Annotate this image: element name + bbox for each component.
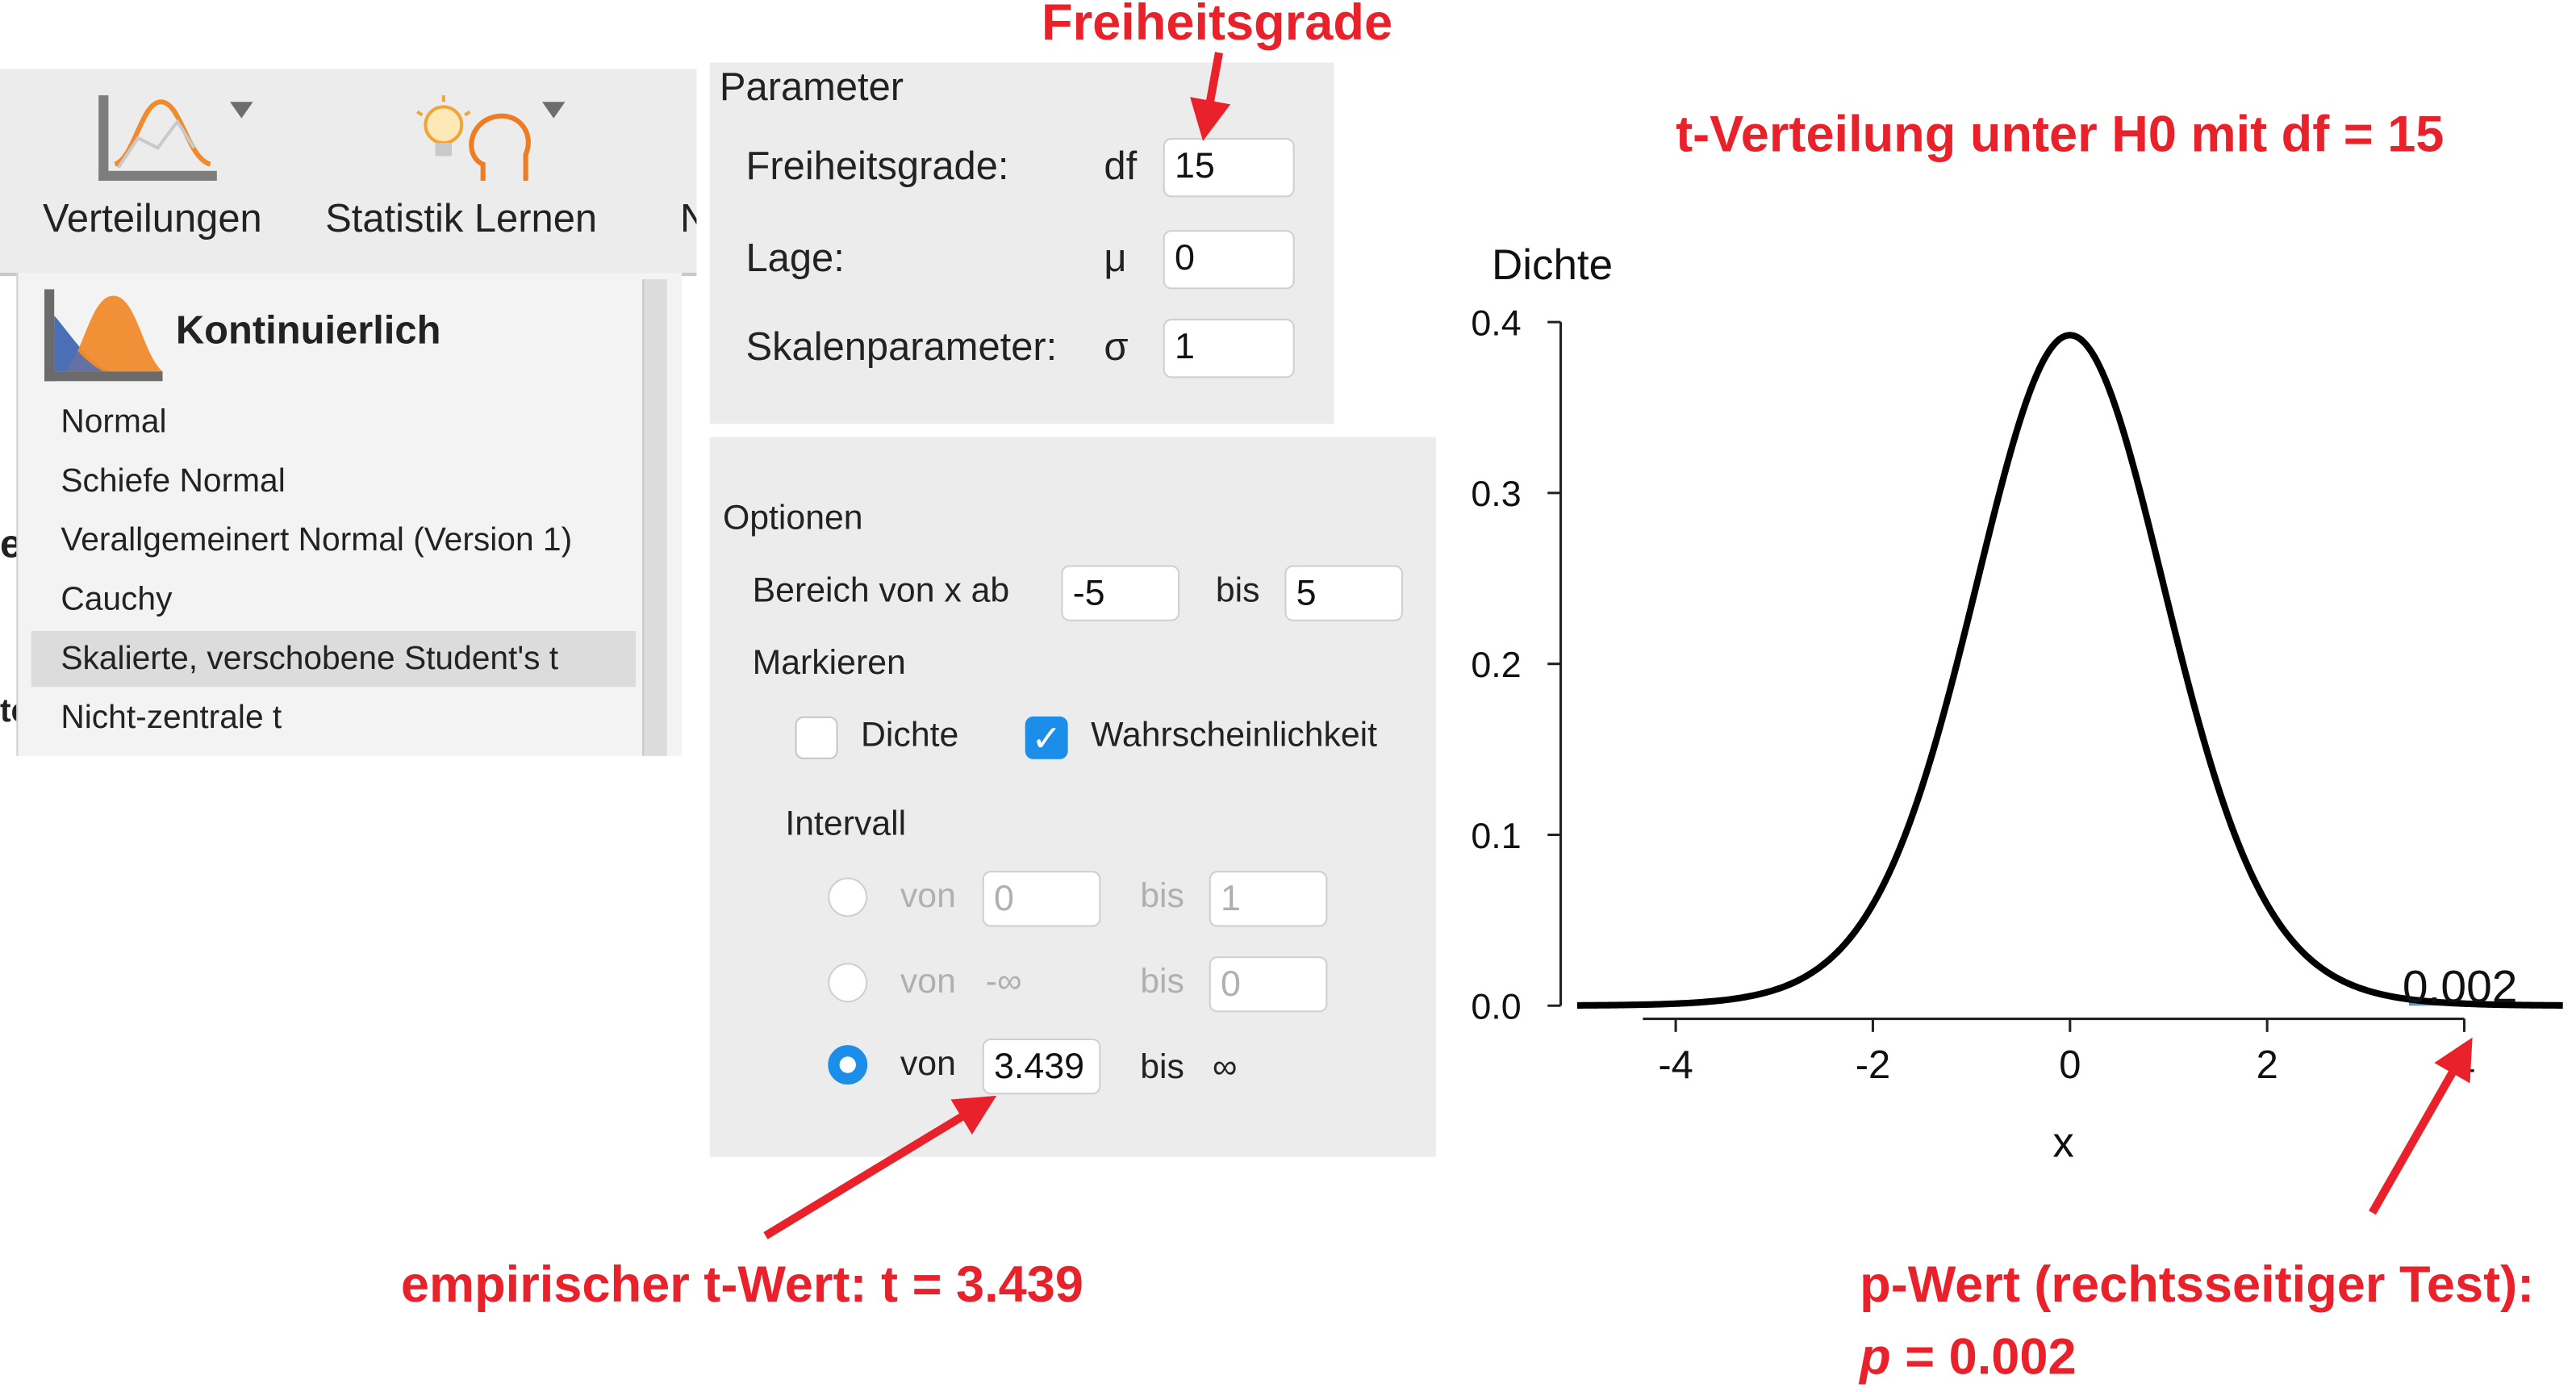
- parameter-title: Parameter: [719, 65, 904, 111]
- interval-from-label: von: [900, 1045, 956, 1083]
- interval-to-value: ∞: [1212, 1048, 1238, 1087]
- interval-from-label: von: [900, 877, 956, 916]
- location-input[interactable]: 0: [1163, 230, 1295, 290]
- y-tick-label: 0.2: [1471, 645, 1521, 685]
- tab-statistik-lernen[interactable]: Statistik Lernen: [312, 69, 641, 274]
- interval-to-label: bis: [1140, 1048, 1184, 1087]
- scale-input[interactable]: 1: [1163, 319, 1295, 378]
- p-letter: p: [1860, 1327, 1891, 1386]
- options-title: Optionen: [722, 500, 863, 537]
- interval-from-input[interactable]: 0: [982, 871, 1101, 927]
- tab-label: Statistik Lernen: [325, 197, 598, 242]
- y-tick-label: 0.0: [1471, 987, 1521, 1027]
- x-tick-label: 0: [2059, 1043, 2081, 1087]
- menu-header: Kontinuierlich: [175, 308, 441, 353]
- p-value-text: = 0.002: [1890, 1327, 2077, 1386]
- interval-to-label: bis: [1140, 877, 1184, 916]
- param-label-lage: Lage:: [745, 236, 845, 282]
- param-symbol-df: df: [1104, 144, 1138, 190]
- menu-item-cauchy[interactable]: Cauchy: [61, 581, 173, 618]
- menu-scrollbar[interactable]: [642, 279, 667, 756]
- annotation-df: Freiheitsgrade: [1042, 0, 1393, 52]
- x-tick-label: -4: [1658, 1043, 1693, 1087]
- range-label: Bereich von x ab: [752, 571, 1010, 610]
- param-symbol-sigma: σ: [1104, 325, 1129, 370]
- distribution-chart-icon: [98, 95, 217, 181]
- annotation-chart-title: t-Verteilung unter H0 mit df = 15: [1676, 105, 2444, 163]
- x-axis-label: x: [2052, 1119, 2073, 1167]
- chevron-down-icon[interactable]: [230, 102, 253, 119]
- mark-label: Markieren: [752, 644, 906, 683]
- parameter-panel: Parameter Freiheitsgrade: df 15 Lage: μ …: [709, 62, 1334, 424]
- background-text-fragment: te: [0, 693, 16, 730]
- param-label-df: Freiheitsgrade:: [745, 144, 1009, 190]
- df-input[interactable]: 15: [1163, 138, 1295, 198]
- annotation-p-value-line2: p = 0.002: [1860, 1327, 2076, 1386]
- interval-to-input[interactable]: 0: [1209, 956, 1328, 1013]
- interval-radio-2[interactable]: [828, 963, 868, 1003]
- density-label: Dichte: [861, 716, 959, 755]
- x-tick-label: 2: [2257, 1043, 2278, 1087]
- options-panel: Optionen Bereich von x ab -5 bis 5 Marki…: [709, 437, 1436, 1157]
- interval-from-value: -∞: [985, 963, 1022, 1001]
- x-tick-label: -2: [1856, 1043, 1890, 1087]
- menu-item-schiefe-normal[interactable]: Schiefe Normal: [61, 463, 286, 500]
- arrow-to-tail-area: [2369, 1037, 2473, 1215]
- param-label-scale: Skalenparameter:: [745, 325, 1058, 370]
- tab-label: Verteilungen: [42, 197, 262, 242]
- interval-radio-3[interactable]: [828, 1045, 868, 1085]
- chevron-down-icon[interactable]: [541, 102, 566, 119]
- interval-to-label: bis: [1140, 963, 1184, 1001]
- menu-item-verallgemeinert-normal[interactable]: Verallgemeinert Normal (Version 1): [61, 522, 573, 559]
- arrow-to-df-field: [1190, 52, 1231, 141]
- density-checkbox[interactable]: [795, 716, 838, 759]
- interval-radio-1[interactable]: [828, 877, 868, 918]
- interval-label: Intervall: [785, 805, 907, 843]
- y-tick-label: 0.3: [1471, 474, 1521, 514]
- range-to-input[interactable]: 5: [1284, 565, 1404, 621]
- probability-checkbox[interactable]: ✓: [1025, 716, 1068, 759]
- y-tick-label: 0.4: [1471, 303, 1521, 343]
- menu-item-nicht-zentrale-t[interactable]: Nicht-zentrale t: [61, 700, 282, 737]
- y-tick-label: 0.1: [1471, 816, 1521, 856]
- tab-label: N: [680, 197, 696, 243]
- annotation-p-value-line1: p-Wert (rechtsseitiger Test):: [1860, 1255, 2535, 1314]
- interval-to-input[interactable]: 1: [1209, 871, 1328, 927]
- annotation-t-value: empirischer t-Wert: t = 3.439: [400, 1255, 1084, 1314]
- range-to-label: bis: [1215, 571, 1260, 610]
- t-distribution-chart: Dichte x -4 -2 0 2 40.00.10.20.30.4 0.002: [1471, 241, 2563, 1167]
- interval-from-input[interactable]: 3.439: [982, 1038, 1101, 1095]
- tail-probability-label: 0.002: [2403, 961, 2518, 1013]
- menu-item-student-t[interactable]: Skalierte, verschobene Student's t: [31, 630, 637, 688]
- range-from-input[interactable]: -5: [1061, 565, 1180, 621]
- y-axis-label: Dichte: [1492, 241, 1613, 289]
- menu-item-normal[interactable]: Normal: [61, 403, 167, 441]
- density-curve: [1576, 332, 2563, 1009]
- toolbar-ribbon: Verteilungen Statistik Lernen N: [0, 69, 697, 274]
- param-symbol-mu: μ: [1104, 236, 1127, 282]
- tab-verteilungen[interactable]: Verteilungen: [0, 69, 312, 274]
- lightbulb-head-icon: [416, 95, 531, 181]
- continuous-distribution-icon: [44, 289, 163, 382]
- distribution-menu: Kontinuierlich Normal Schiefe Normal Ver…: [16, 273, 683, 756]
- check-icon: ✓: [1031, 717, 1062, 759]
- probability-label: Wahrscheinlichkeit: [1091, 716, 1378, 755]
- tab-partial[interactable]: N: [674, 69, 696, 274]
- arrow-to-t-value-field: [763, 1095, 997, 1239]
- interval-from-label: von: [900, 963, 956, 1001]
